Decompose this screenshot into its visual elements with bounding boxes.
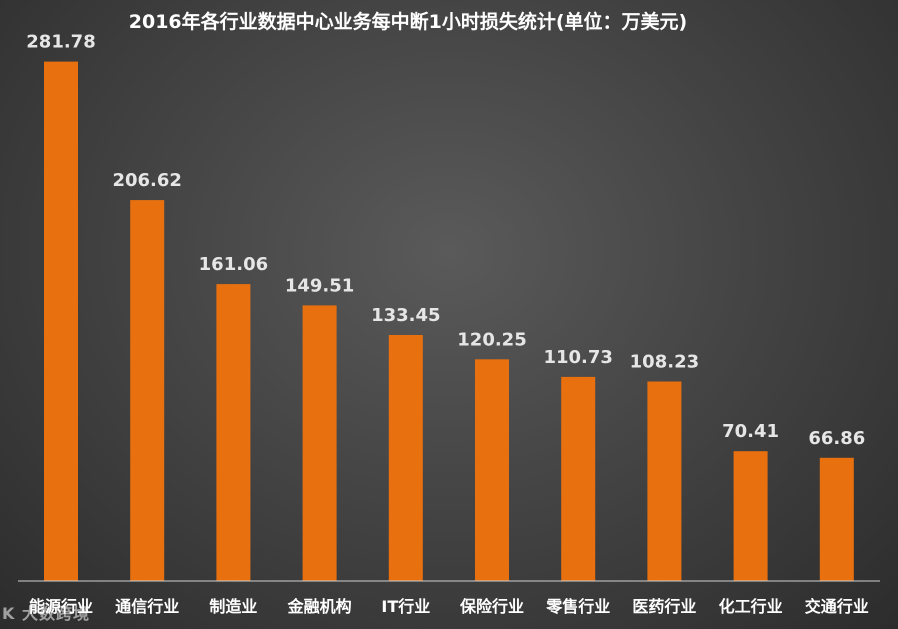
bar-1 (44, 61, 78, 582)
bar-4 (302, 305, 337, 581)
bars-group (44, 61, 854, 582)
category-label-1: 能源行业 (29, 597, 93, 616)
category-labels-group: 能源行业 通信行业 制造业 金融机构 IT行业 保险行业 零售行业 医药行业 化工行业 交通行业 (29, 597, 869, 616)
data-label-8: 108.23 (630, 352, 699, 373)
category-label-6: 保险行业 (459, 597, 524, 616)
data-label-2: 206.62 (112, 170, 181, 191)
data-label-1: 281.78 (26, 32, 95, 53)
bar-5 (388, 335, 423, 581)
bar-9 (733, 451, 768, 581)
data-label-3: 161.06 (199, 254, 268, 275)
category-label-7: 零售行业 (545, 597, 610, 616)
data-label-6: 120.25 (457, 329, 526, 350)
data-label-7: 110.73 (543, 347, 612, 368)
bar-2 (130, 200, 165, 581)
data-label-5: 133.45 (371, 305, 440, 326)
category-label-2: 通信行业 (115, 597, 179, 616)
category-label-5: IT行业 (381, 597, 430, 616)
category-label-8: 医药行业 (632, 597, 696, 616)
bar-7 (561, 376, 596, 581)
data-label-4: 149.51 (285, 275, 354, 296)
chart-title: 2016年各行业数据中心业务每中断1小时损失统计(单位：万美元) (129, 10, 687, 33)
bar-8 (647, 381, 682, 581)
bar-3 (216, 284, 251, 581)
category-label-10: 交通行业 (805, 597, 869, 616)
bar-10 (819, 457, 854, 581)
category-label-9: 化工行业 (719, 597, 783, 616)
category-label-4: 金融机构 (287, 597, 352, 616)
data-label-10: 66.86 (808, 428, 865, 449)
data-label-9: 70.41 (722, 421, 779, 442)
bar-6 (475, 359, 509, 581)
data-labels-group: 281.78 206.62 161.06 149.51 133.45 120.25 110.… (26, 32, 865, 449)
watermark-logo: K 大数跨境 (2, 604, 90, 623)
category-label-3: 制造业 (209, 597, 257, 616)
